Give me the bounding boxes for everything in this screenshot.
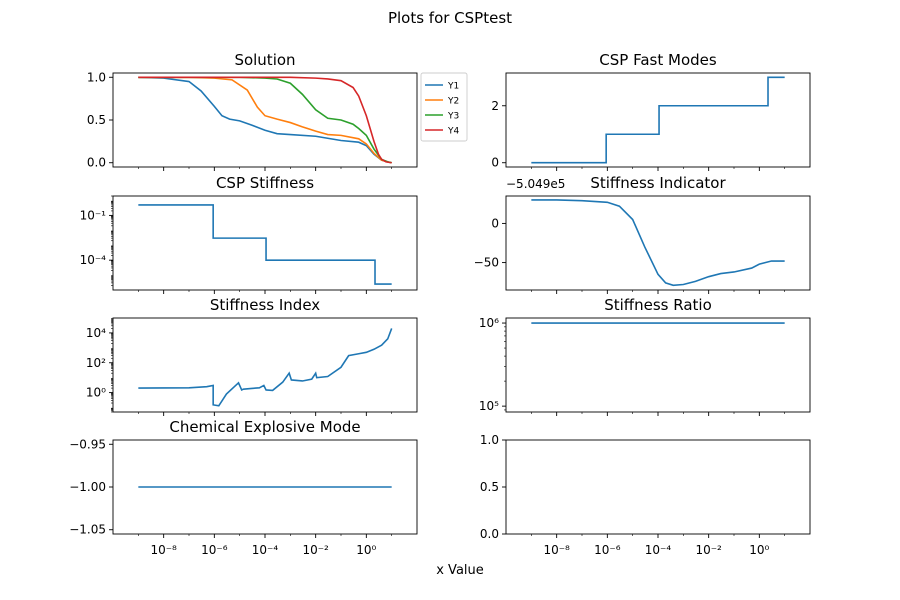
axes-frame <box>505 72 811 168</box>
x-tick-label: 10⁻² <box>302 543 329 557</box>
subplot-title: Chemical Explosive Mode <box>169 418 360 436</box>
y-tick-label: 10⁻⁴ <box>80 253 107 267</box>
y-tick-label: −0.95 <box>69 437 106 451</box>
subplot-solution: Solution 0.0 0.5 1.0 Y1 Y2 Y3 Y4 <box>87 51 468 171</box>
subplot-fast-modes: CSP Fast Modes 0 2 <box>491 51 811 171</box>
subplot-title: Stiffness Ratio <box>604 296 712 314</box>
axes-frame <box>112 195 418 291</box>
series-line-solution-Y2 <box>138 76 392 164</box>
y-tick-label: 0 <box>491 216 499 230</box>
axes-frame <box>505 317 811 413</box>
subplot-title: Stiffness Index <box>210 296 320 314</box>
y-tick-label: 0.0 <box>87 156 106 170</box>
y-tick-label: 2 <box>491 99 499 113</box>
y-tick-label: 10⁻¹ <box>80 208 107 222</box>
y-tick-label: −1.00 <box>69 480 106 494</box>
subplot-stiffness-index: Stiffness Index 10⁰ 10² 10⁴ <box>86 296 418 416</box>
y-tick-label: −50 <box>474 256 499 270</box>
series-line-fast-modes-0 <box>531 76 785 164</box>
legend: Y1 Y2 Y3 Y4 <box>420 72 468 142</box>
y-tick-label: 1.0 <box>480 433 499 447</box>
x-tick-label: 10⁻⁶ <box>201 543 228 557</box>
y-offset-text: −5.049e5 <box>506 177 565 191</box>
y-tick-label: 0.5 <box>87 113 106 127</box>
series-line-solution-Y4 <box>138 76 392 164</box>
legend-label: Y2 <box>447 97 459 107</box>
x-tick-label: 10⁻⁶ <box>594 543 621 557</box>
series-line-solution-Y3 <box>138 76 392 164</box>
subplot-title: Stiffness Indicator <box>590 174 726 192</box>
x-tick-label: 10⁻⁴ <box>645 543 672 557</box>
x-tick-label: 10⁻⁴ <box>252 543 279 557</box>
legend-label: Y4 <box>447 127 459 137</box>
axes-frame <box>505 439 811 535</box>
y-tick-label: 1.0 <box>87 70 106 84</box>
series-line-stiffness-indicator-0 <box>531 199 785 287</box>
y-tick-label: 10⁶ <box>479 316 499 330</box>
x-tick-label: 10⁰ <box>356 543 376 557</box>
axes-frame <box>505 195 811 291</box>
axes-frame <box>112 317 418 413</box>
y-tick-label: 10⁵ <box>479 399 499 413</box>
y-tick-label: 0 <box>491 156 499 170</box>
x-tick-label: 10⁰ <box>749 543 769 557</box>
y-tick-label: 0.5 <box>480 480 499 494</box>
figure-xlabel: x Value <box>436 563 484 578</box>
series-line-solution-Y1 <box>138 76 392 164</box>
figure-suptitle: Plots for CSPtest <box>388 9 512 27</box>
series-line-stiffness-index-0 <box>138 328 393 407</box>
subplot-title: CSP Stiffness <box>216 174 314 192</box>
y-tick-label: 10⁴ <box>86 326 106 340</box>
series-line-csp-stiffness-0 <box>138 204 392 285</box>
subplot-empty: 0.0 0.5 1.0 10⁻⁸ 10⁻⁶ 10⁻⁴ 10⁻² 10⁰ <box>480 433 811 557</box>
x-tick-label: 10⁻² <box>695 543 722 557</box>
subplot-stiffness-indicator: Stiffness Indicator −5.049e5 0 −50 <box>474 174 811 294</box>
y-tick-label: 10⁰ <box>86 386 106 400</box>
legend-box <box>420 72 468 142</box>
legend-label: Y1 <box>447 82 459 92</box>
x-tick-label: 10⁻⁸ <box>543 543 570 557</box>
y-tick-label: 10² <box>86 356 106 370</box>
subplot-grid: Solution 0.0 0.5 1.0 Y1 Y2 Y3 Y4 CSP Fast Modes 0… <box>69 51 811 557</box>
subplot-title: Solution <box>234 51 295 69</box>
subplot-stiffness-ratio: Stiffness Ratio 10⁵ 10⁶ <box>479 296 811 416</box>
legend-label: Y3 <box>447 112 459 122</box>
subplot-explosive-mode: Chemical Explosive Mode −0.95 −1.00 −1.05 10… <box>69 418 418 557</box>
x-tick-label: 10⁻⁸ <box>150 543 177 557</box>
subplot-csp-stiffness: CSP Stiffness 10⁻⁴ 10⁻¹ <box>80 174 418 294</box>
subplot-title: CSP Fast Modes <box>599 51 717 69</box>
y-tick-label: −1.05 <box>69 523 106 537</box>
axes-frame <box>112 72 418 168</box>
y-tick-label: 0.0 <box>480 527 499 541</box>
